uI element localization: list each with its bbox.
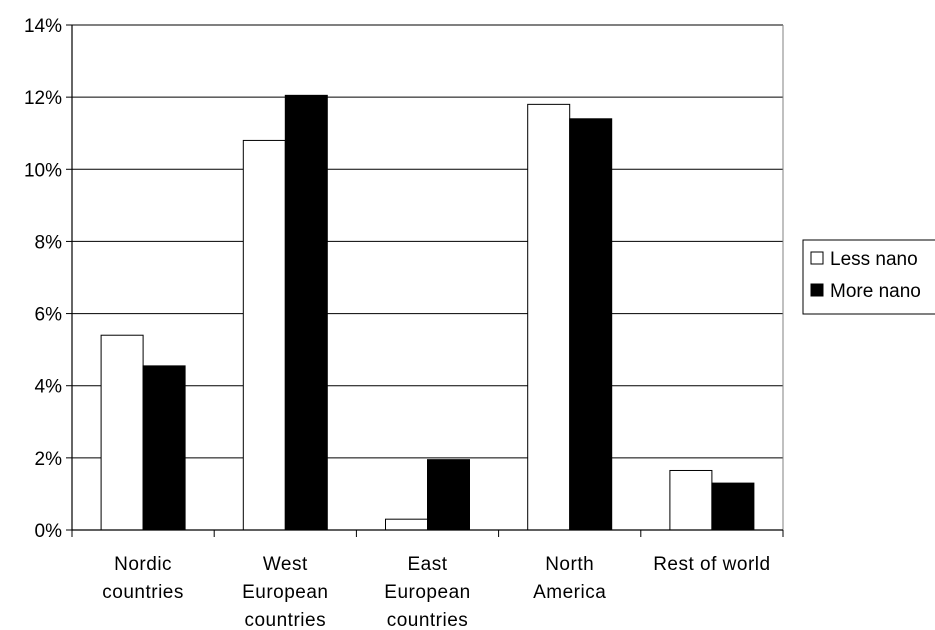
y-tick-label: 2% [35, 449, 63, 470]
y-tick-label: 6% [35, 305, 63, 326]
category-label: East [407, 554, 447, 575]
legend: Less nano More nano [802, 239, 935, 315]
category-label: North [545, 554, 594, 575]
bar-less-nano [527, 103, 571, 531]
y-tick-label: 14% [24, 16, 62, 37]
category-label: Rest of world [653, 554, 770, 575]
y-tick-label: 12% [24, 88, 62, 109]
category-label: countries [102, 582, 184, 603]
bar-less-nano [100, 334, 144, 531]
legend-label: Less nano [830, 249, 918, 270]
legend-swatch [810, 251, 824, 265]
y-tick-label: 8% [35, 232, 63, 253]
x-category-labels: Nordic countries West European countries East… [102, 554, 770, 630]
bars [100, 94, 755, 531]
category-label: European [384, 582, 470, 603]
category-label: West [263, 554, 308, 575]
legend-label: More nano [830, 281, 921, 302]
y-tick-label: 4% [35, 377, 63, 398]
bar-less-nano [669, 469, 713, 531]
legend-box [802, 239, 935, 315]
y-tick-label: 0% [35, 521, 63, 542]
category-label: Nordic [114, 554, 172, 575]
y-tick-labels: 0% 2% 4% 6% 8% 10% 12% 14% [24, 16, 62, 542]
category-label: countries [244, 610, 326, 630]
bar-less-nano [242, 139, 286, 531]
y-tick-label: 10% [24, 160, 62, 181]
bar-more-nano [284, 94, 328, 531]
axes [66, 24, 784, 537]
bar-more-nano [569, 118, 613, 531]
bar-more-nano [427, 459, 470, 531]
bar-more-nano [711, 482, 755, 531]
gridlines [72, 24, 783, 459]
category-label: European [242, 582, 328, 603]
category-label: countries [387, 610, 469, 630]
bar-more-nano [142, 365, 186, 531]
bar-less-nano [385, 518, 428, 531]
category-label: America [533, 582, 606, 603]
legend-swatch [810, 283, 824, 297]
